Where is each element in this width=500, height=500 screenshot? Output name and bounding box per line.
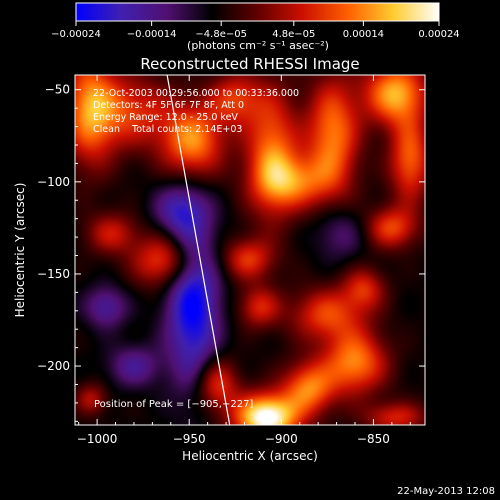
observation-annotations: 22-Oct-2003 00:29:56.000 to 00:33:36.000…: [93, 88, 299, 135]
x-axis-label: Heliocentric X (arcsec): [182, 449, 318, 463]
colorbar-tick-label: −4.8e−05: [195, 29, 247, 40]
colorbar-tick-label: 0.00024: [418, 29, 459, 40]
colorbar-ticks: −0.00024 −0.00014 −4.8e−05 4.8e−05 0.00014 0.…: [51, 21, 460, 40]
peak-position-label: Position of Peak = [−905,−227]: [94, 399, 253, 410]
annotation-energy-range: Energy Range: 12.0 - 25.0 keV: [93, 112, 238, 123]
plot-frame: [74, 74, 426, 426]
colorbar: [75, 2, 440, 22]
annotation-time-range: 22-Oct-2003 00:29:56.000 to 00:33:36.000: [93, 88, 299, 99]
solar-limb-line: [166, 75, 231, 425]
annotation-clean-counts: Clean Total counts: 2.14E+03: [93, 124, 242, 135]
x-tick-label: −850: [357, 432, 390, 446]
x-tick-label: −950: [173, 432, 206, 446]
y-tick-label: −150: [37, 267, 70, 281]
y-axis: −50 −100 −150 −200: [37, 83, 425, 422]
x-tick-label: −900: [265, 432, 298, 446]
colorbar-unit-label: (photons cm⁻² s⁻¹ asec⁻²): [187, 39, 329, 52]
colorbar-tick-label: −0.00014: [127, 29, 177, 40]
y-tick-label: −100: [37, 175, 70, 189]
colorbar-tick-label: 4.8e−05: [272, 29, 315, 40]
colorbar-tick-label: 0.00014: [343, 29, 384, 40]
colorbar-tick-label: −0.00024: [51, 29, 101, 40]
y-tick-label: −50: [45, 83, 70, 97]
annotation-detectors: Detectors: 4F 5F 6F 7F 8F, Att 0: [93, 100, 244, 111]
chart-title: Reconstructed RHESSI Image: [140, 55, 359, 73]
x-tick-label: −1000: [77, 432, 118, 446]
x-axis: −1000 −950 −900 −850: [77, 75, 411, 446]
heatmap-image: [75, 75, 425, 425]
plot-area: [75, 75, 425, 425]
y-tick-label: −200: [37, 359, 70, 373]
footer-timestamp: 22-May-2013 12:08: [397, 486, 495, 497]
y-axis-label: Heliocentric Y (arcsec): [13, 183, 27, 318]
